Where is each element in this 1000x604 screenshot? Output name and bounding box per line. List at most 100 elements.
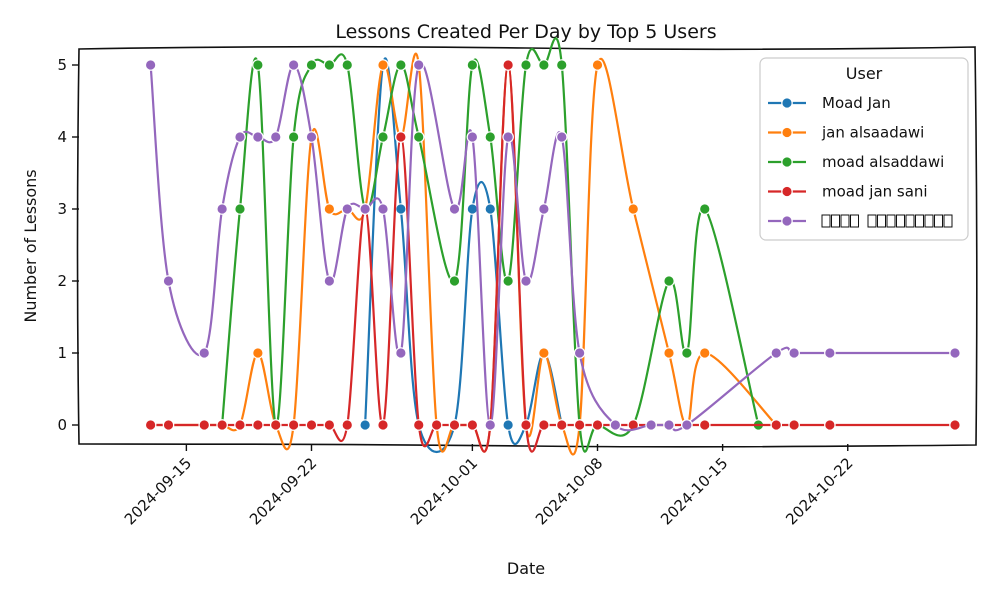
x-axis-label: Date: [507, 559, 545, 578]
data-point: [502, 59, 514, 71]
data-point: [573, 419, 586, 431]
data-point: [341, 419, 354, 431]
series-line: [150, 52, 778, 456]
legend-item: Moad Jan: [768, 94, 891, 112]
x-tick-label: 2024-10-15: [657, 454, 731, 528]
data-point: [341, 59, 354, 71]
data-point: [591, 419, 604, 431]
legend-label: moad alsaddawi: [822, 153, 944, 171]
data-point: [663, 275, 675, 287]
data-point: [573, 347, 586, 359]
data-point: [448, 203, 461, 215]
legend-swatch-marker: [781, 126, 793, 139]
legend-box: [759, 57, 969, 241]
data-point: [770, 347, 783, 359]
data-point: [216, 419, 228, 431]
y-tick-label: 1: [57, 344, 67, 362]
data-point: [663, 347, 675, 359]
data-point: [448, 275, 461, 287]
data-point: [538, 203, 550, 215]
y-axis-label: Number of Lessons: [21, 169, 40, 322]
legend-item: [768, 214, 953, 228]
data-point: [162, 275, 175, 287]
data-point: [555, 59, 568, 71]
data-point: [234, 131, 246, 143]
y-tick-label: 0: [57, 416, 67, 434]
legend-label: moad jan sani: [822, 183, 928, 201]
data-point: [377, 203, 389, 215]
data-point: [252, 131, 264, 143]
x-tick-label: 2024-10-08: [532, 454, 606, 528]
data-point: [341, 203, 354, 215]
data-point: [395, 59, 407, 71]
data-point: [698, 419, 711, 431]
legend-swatch-marker: [781, 97, 793, 109]
legend-title: User: [846, 64, 883, 83]
data-point: [788, 347, 800, 359]
data-point: [663, 419, 675, 431]
data-point: [788, 419, 800, 431]
data-point: [287, 131, 300, 143]
data-point: [502, 275, 514, 287]
data-point: [520, 419, 532, 431]
y-axis-ticks: 0 1 2 3 4 5: [57, 56, 79, 434]
data-point: [698, 203, 711, 215]
y-tick-label: 4: [57, 128, 67, 146]
x-tick-label: 2024-10-01: [407, 454, 481, 528]
data-point: [377, 131, 389, 143]
data-point: [538, 419, 550, 431]
data-point: [252, 59, 264, 71]
y-tick-label: 3: [57, 200, 67, 218]
series-line: [221, 37, 760, 453]
legend-label: Moad Jan: [822, 94, 891, 112]
data-point: [395, 131, 407, 143]
x-tick-label: 2024-10-22: [782, 454, 856, 528]
data-point: [681, 347, 693, 359]
data-point: [466, 131, 479, 143]
data-point: [538, 59, 550, 71]
data-point: [198, 347, 211, 359]
data-point: [484, 203, 497, 215]
data-point: [323, 275, 336, 287]
data-point: [198, 419, 211, 431]
data-point: [323, 203, 336, 215]
legend-items: Moad Jan jan alsaadawi moad alsaddawi moad …: [768, 94, 953, 228]
legend: User Moad Jan jan alsaadawi moad alsaddawi…: [759, 57, 969, 241]
data-point: [144, 59, 157, 71]
data-point: [395, 347, 407, 359]
data-point: [377, 59, 389, 71]
data-point: [502, 131, 514, 143]
data-point: [520, 275, 532, 287]
data-point: [609, 419, 622, 431]
x-tick-label: 2024-09-15: [121, 454, 195, 528]
data-point: [448, 419, 461, 431]
data-point: [305, 419, 318, 431]
series-5: [144, 59, 961, 432]
data-point: [949, 419, 961, 431]
legend-swatch-marker: [781, 156, 793, 168]
data-point: [555, 419, 568, 431]
data-point: [287, 419, 300, 431]
y-tick-label: 2: [57, 272, 67, 290]
data-point: [323, 59, 336, 71]
data-point: [824, 419, 836, 431]
data-point: [269, 131, 282, 143]
data-point: [234, 419, 246, 431]
data-point: [555, 131, 568, 143]
data-point: [287, 59, 300, 71]
data-point: [252, 347, 264, 359]
data-point: [216, 203, 228, 215]
series-layer: [144, 37, 961, 456]
legend-item: moad alsaddawi: [768, 153, 944, 171]
data-point: [162, 419, 175, 431]
series-3: [216, 37, 765, 453]
x-tick-label: 2024-09-22: [246, 454, 320, 528]
data-point: [359, 203, 371, 215]
data-point: [377, 419, 389, 431]
legend-item: moad jan sani: [768, 183, 928, 201]
data-point: [645, 419, 657, 431]
data-point: [412, 131, 425, 143]
data-point: [395, 203, 407, 215]
data-point: [412, 59, 425, 71]
